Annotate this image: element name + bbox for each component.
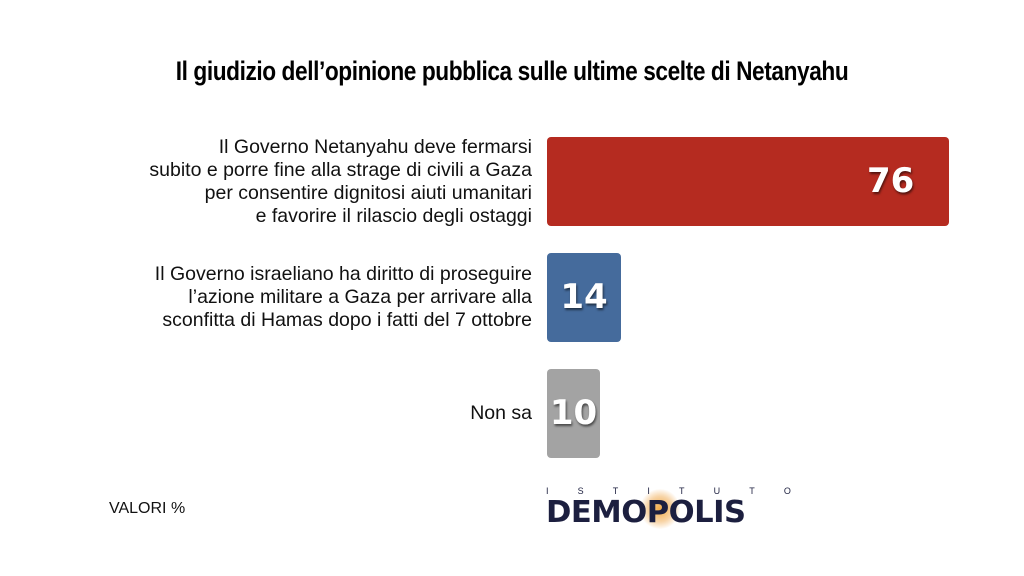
logo-glow [640,489,680,529]
logo-letter: O [783,486,791,496]
bar-1 [547,253,621,342]
logo-letter: I [546,486,549,496]
logo-letter: S [577,486,584,496]
bar-0 [547,137,949,226]
category-label: Il Governo israeliano ha diritto di pros… [154,263,532,331]
logo-letter: I [647,486,650,496]
logo-letter: U [713,486,721,496]
logo-letter: T [679,486,685,496]
bar-2 [547,369,600,458]
demopolis-logo: I S T I T U T O DEMOPOLIS [546,486,791,530]
bar-value-label: 10 [549,392,598,433]
values-unit-note: VALORI % [109,500,186,517]
logo-letter: T [612,486,619,496]
category-label: Non sa [470,402,532,424]
logo-letter: T [749,486,755,496]
logo-demopolis-text: DEMOPOLIS [546,495,746,530]
bar-value-label: 14 [560,276,608,317]
chart-title: Il giudizio dell’opinione pubblica sulle… [175,56,849,86]
category-label: Il Governo Netanyahu deve fermarsi subit… [149,136,532,227]
bar-value-label: 76 [867,160,915,201]
